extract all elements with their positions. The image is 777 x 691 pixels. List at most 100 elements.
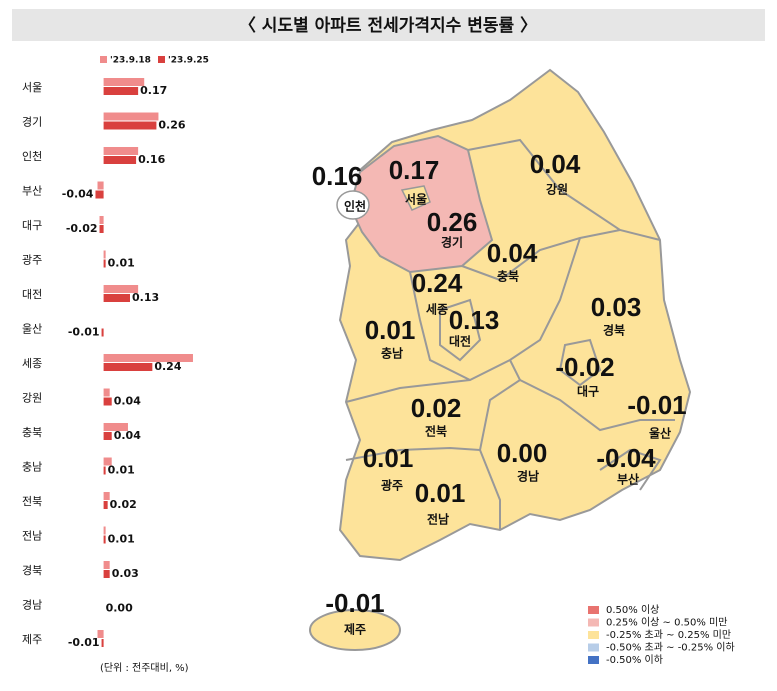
- bar: [103, 285, 139, 293]
- map-legend-swatch: [588, 618, 599, 627]
- legend-swatch: [100, 56, 107, 63]
- map-region-name: 경기: [441, 235, 463, 250]
- bar: [103, 570, 110, 578]
- map-value: 0.01: [415, 478, 466, 508]
- map-region-name: 울산: [649, 426, 671, 441]
- map-region-name: 충남: [381, 346, 403, 361]
- bar: [103, 250, 106, 259]
- map-region-name: 제주: [344, 623, 366, 637]
- map-legend-label: -0.25% 초과 ~ 0.25% 미만: [606, 629, 731, 641]
- category-label: 서울: [22, 81, 42, 94]
- map-legend-swatch: [588, 656, 599, 664]
- bar: [103, 397, 112, 406]
- bar: [101, 328, 104, 337]
- value-label: 0.02: [110, 498, 137, 511]
- map-region-name: 대구: [577, 385, 599, 399]
- value-label: 0.24: [154, 360, 181, 373]
- value-label: 0.26: [158, 119, 185, 132]
- value-label: 0.13: [132, 291, 159, 304]
- boundary: [478, 359, 522, 530]
- boundary: [558, 338, 602, 387]
- value-label: 0.01: [108, 257, 135, 270]
- category-label: 전북: [22, 495, 42, 508]
- map-value: 0.00: [497, 438, 548, 468]
- map-region-name: 부산: [617, 472, 639, 487]
- map-region-name: 인천: [344, 199, 366, 214]
- map-value: -0.01: [627, 390, 686, 420]
- title-box: [12, 9, 765, 41]
- map-value: 0.26: [427, 207, 478, 237]
- category-label: 전남: [22, 530, 42, 543]
- boundary: [467, 138, 661, 241]
- map-value: -0.01: [325, 588, 384, 618]
- category-label: 강원: [22, 392, 42, 405]
- map-value: 0.02: [411, 393, 462, 423]
- legend-swatch: [158, 56, 165, 63]
- value-label: -0.02: [66, 222, 98, 235]
- map-region-name: 세종: [426, 302, 448, 317]
- bar: [103, 432, 112, 440]
- bar: [103, 388, 110, 397]
- map-region-name: 강원: [546, 183, 568, 197]
- value-label: 0.04: [114, 429, 141, 442]
- map-value: 0.13: [449, 305, 500, 335]
- category-label: 충남: [22, 461, 42, 474]
- map-value: 0.04: [487, 238, 538, 268]
- boundary: [519, 379, 675, 432]
- bar: [103, 466, 106, 475]
- bar: [97, 181, 104, 190]
- value-label: 0.01: [108, 464, 135, 477]
- legend-label: '23.9.25: [168, 56, 209, 66]
- category-label: 세종: [22, 357, 42, 370]
- map-region-name: 서울: [405, 192, 427, 207]
- value-label: -0.01: [68, 326, 100, 339]
- bar: [101, 639, 104, 647]
- title: 〈 시도별 아파트 전세가격지수 변동률 〉: [239, 15, 537, 36]
- boundary: [439, 298, 482, 362]
- bar: [103, 423, 128, 431]
- map-value: 0.24: [412, 268, 463, 298]
- bar: [99, 216, 104, 224]
- map-value: 0.01: [365, 315, 416, 345]
- map-value: 0.16: [312, 161, 363, 191]
- category-label: 제주: [22, 633, 42, 646]
- map-legend-label: -0.50% 초과 ~ -0.25% 이하: [606, 641, 735, 654]
- map-region-name: 전북: [425, 424, 447, 439]
- category-label: 경북: [22, 564, 42, 577]
- boundary: [409, 237, 581, 382]
- value-label: 0.04: [114, 395, 141, 408]
- value-label: -0.01: [68, 636, 100, 649]
- value-label: 0.03: [112, 567, 139, 580]
- category-label: 울산: [22, 323, 42, 336]
- map-region-name: 전남: [427, 512, 449, 527]
- map-value: 0.17: [389, 155, 440, 185]
- category-label: 경남: [22, 599, 42, 612]
- boundary: [461, 229, 621, 282]
- bar: [95, 190, 104, 199]
- category-label: 충북: [22, 426, 42, 439]
- map-legend-label: 0.25% 이상 ~ 0.50% 미만: [606, 617, 727, 629]
- map-region-name: 대전: [449, 334, 471, 349]
- map-legend-label: 0.50% 이상: [606, 604, 659, 616]
- bar: [103, 294, 130, 302]
- bar: [97, 630, 104, 638]
- map-value: 0.04: [530, 149, 581, 179]
- map-legend-swatch: [588, 606, 599, 614]
- bar: [103, 492, 110, 500]
- value-label: 0.00: [106, 602, 133, 615]
- map-value: -0.04: [596, 443, 656, 473]
- map: [309, 68, 692, 651]
- bar: [103, 112, 159, 121]
- map-legend-label: -0.50% 이하: [606, 653, 663, 666]
- bar: [103, 501, 108, 509]
- map-value: 0.01: [363, 443, 414, 473]
- value-label: 0.16: [138, 153, 165, 166]
- category-label: 대구: [22, 219, 42, 232]
- map-region-name: 광주: [381, 478, 403, 493]
- incheon-shape: [336, 190, 370, 220]
- jeju-shape: [309, 609, 401, 651]
- value-label: 0.01: [108, 533, 135, 546]
- boundary: [599, 448, 662, 491]
- map-legend-swatch: [588, 643, 599, 652]
- bar: [103, 535, 106, 544]
